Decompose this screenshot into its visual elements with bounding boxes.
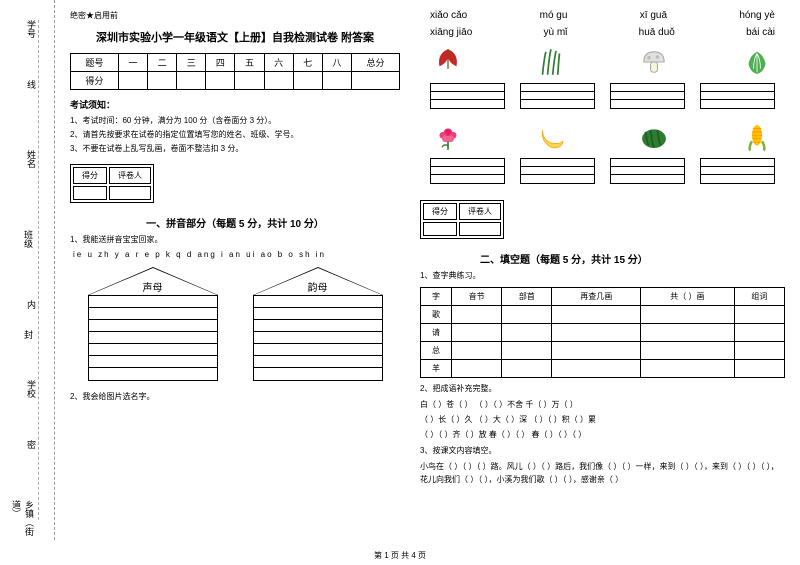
banana-icon	[533, 119, 569, 155]
q2-2: 2、把成语补充完整。	[420, 383, 785, 395]
write-box	[430, 158, 505, 184]
part2-title: 二、填空题（每题 5 分，共计 15 分）	[420, 251, 785, 266]
th: 音节	[452, 288, 502, 306]
notes: 1、考试时间：60 分钟，满分为 100 分（含卷面分 3 分）。 2、请首先按…	[70, 115, 400, 155]
part1-title: 一、拼音部分（每题 5 分，共计 10 分）	[70, 215, 400, 230]
corn-icon	[739, 119, 775, 155]
pinyin: hóng yè	[739, 10, 775, 21]
grader-box: 得分评卷人	[420, 200, 504, 239]
th: 组词	[734, 288, 784, 306]
house-yunmu: 韵母	[253, 267, 383, 381]
page-title: 深圳市实验小学一年级语文【上册】自我检测试卷 附答案	[70, 29, 400, 45]
td: 羊	[421, 360, 452, 378]
write-box	[520, 158, 595, 184]
q2-3: 3、按课文内容填空。	[420, 445, 785, 457]
th: 部首	[502, 288, 552, 306]
th: 三	[177, 54, 206, 72]
cabbage-icon	[739, 44, 775, 80]
pinyin-row: xiāng jiāo yù mǐ huā duǒ bái cài	[420, 27, 785, 38]
write-box	[610, 158, 685, 184]
td: 得分	[71, 72, 119, 90]
pinyin: mó gu	[540, 10, 568, 21]
pinyin: huā duǒ	[639, 27, 675, 38]
binding-text: 密	[25, 440, 38, 449]
house-shengmu: 声母	[88, 267, 218, 381]
left-column: 绝密★启用前 深圳市实验小学一年级语文【上册】自我检测试卷 附答案 题号 一 二…	[55, 0, 415, 540]
binding-margin: 乡镇（街道） 密 学校 封 内 班级 姓名 线 学号	[0, 0, 55, 540]
roof-label: 声母	[88, 279, 218, 294]
roof-label: 韵母	[253, 279, 383, 294]
binding-text: 线	[25, 80, 38, 89]
td: 评卷人	[459, 203, 501, 220]
th: 题号	[71, 54, 119, 72]
binding-text: 姓名	[25, 150, 38, 168]
idiom-line: 白（ ）苍（ ） （ ）（ ）不舍 千（ ）万（ ）	[420, 399, 785, 412]
binding-text: 内	[25, 300, 38, 309]
th: 一	[118, 54, 147, 72]
binding-text: 学校	[25, 380, 38, 398]
pinyin: yù mǐ	[544, 27, 568, 38]
flower-icon	[430, 119, 466, 155]
td: 总	[421, 342, 452, 360]
pinyin: bái cài	[746, 27, 775, 38]
th: 共（ ）画	[640, 288, 734, 306]
write-box	[610, 83, 685, 109]
idiom-line: （ ）长（ ）久 （ ）大（ ）深 （ ）（ ）积（ ）累	[420, 414, 785, 427]
binding-text: 班级	[22, 230, 35, 248]
th: 再查几画	[552, 288, 640, 306]
note-line: 3、不要在试卷上乱写乱画，卷面不整洁扣 3 分。	[70, 143, 400, 154]
letters: ie u zh y a r e p k q d ang i an ui ao b…	[73, 250, 400, 259]
th: 二	[148, 54, 177, 72]
grass-icon	[533, 44, 569, 80]
q2: 2、我会给图片选名字。	[70, 391, 400, 403]
write-box	[430, 83, 505, 109]
secret-label: 绝密★启用前	[70, 10, 400, 21]
pinyin: xiǎo cǎo	[430, 10, 467, 21]
td: 得分	[423, 203, 457, 220]
td: 得分	[73, 167, 107, 184]
right-column: xiǎo cǎo mó gu xī guā hóng yè xiāng jiāo…	[415, 0, 800, 540]
binding-text: 封	[22, 330, 35, 339]
leaf-icon	[430, 44, 466, 80]
write-box	[700, 158, 775, 184]
th: 四	[206, 54, 235, 72]
binding-text: 乡镇（街道）	[10, 500, 36, 540]
th: 八	[322, 54, 351, 72]
watermelon-icon	[636, 119, 672, 155]
write-box	[520, 83, 595, 109]
td: 歌	[421, 306, 452, 324]
q1: 1、我能送拼音宝宝回家。	[70, 234, 400, 246]
th: 总分	[352, 54, 400, 72]
pinyin: xiāng jiāo	[430, 27, 472, 38]
mushroom-icon	[636, 44, 672, 80]
notes-title: 考试须知：	[70, 98, 400, 111]
write-box	[700, 83, 775, 109]
lookup-table: 字 音节 部首 再查几画 共（ ）画 组词 歌 请 总 羊	[420, 287, 785, 378]
score-table: 题号 一 二 三 四 五 六 七 八 总分 得分	[70, 53, 400, 90]
pinyin-row: xiǎo cǎo mó gu xī guā hóng yè	[420, 10, 785, 21]
note-line: 2、请首先按要求在试卷的指定位置填写您的姓名、班级、学号。	[70, 129, 400, 140]
td: 请	[421, 324, 452, 342]
th: 七	[293, 54, 322, 72]
q2-1: 1、查字典练习。	[420, 270, 785, 282]
passage: 小鸟在（ ）（ ）（ ）路。风儿（ ）（ ）路后，我们像（ ）（ ）一样，来到（…	[420, 461, 785, 487]
th: 五	[235, 54, 264, 72]
grader-box: 得分评卷人	[70, 164, 154, 203]
pinyin: xī guā	[640, 10, 667, 21]
note-line: 1、考试时间：60 分钟，满分为 100 分（含卷面分 3 分）。	[70, 115, 400, 126]
th: 字	[421, 288, 452, 306]
idiom-line: （ ）（ ）齐（ ）放 春（ ）（ ） 春（ ）（ ）（ ）	[420, 429, 785, 442]
page-footer: 第 1 页 共 4 页	[0, 550, 800, 561]
td: 评卷人	[109, 167, 151, 184]
binding-text: 学号	[25, 20, 38, 38]
th: 六	[264, 54, 293, 72]
